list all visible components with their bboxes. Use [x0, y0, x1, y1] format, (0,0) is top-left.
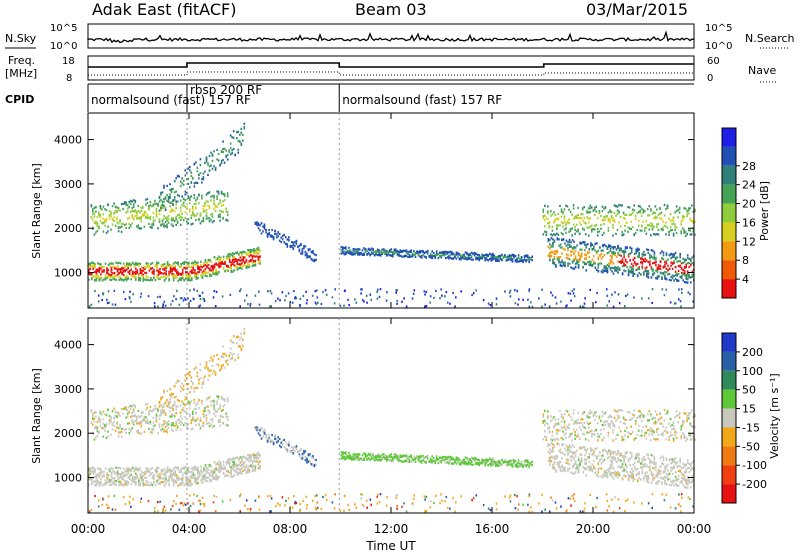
nsky-tick-top: 10^5 — [50, 23, 77, 34]
cpid-segment-label: rbsp 200 RF — [190, 83, 262, 97]
xaxis-tick-label: 08:00 — [273, 522, 308, 536]
freq-label-2: [MHz] — [5, 67, 37, 80]
colorbar-tick-label: 8 — [742, 254, 749, 267]
xaxis-tick-label: 20:00 — [576, 522, 611, 536]
colorbar-tick-label: 28 — [742, 160, 756, 173]
colorbar-swatch — [722, 128, 736, 147]
ytick-label: 1000 — [54, 472, 82, 485]
freq-strip: Freq. [MHz] 18 8 60 0 Nave — [5, 54, 778, 84]
nsky-label: N.Sky — [5, 32, 37, 45]
noise-series — [87, 30, 695, 44]
colorbar-swatch — [722, 351, 736, 371]
colorbar-tick-label: 24 — [742, 179, 756, 192]
colorbar-swatch — [722, 279, 736, 298]
cpid-segment-label: normalsound (fast) 157 RF — [342, 93, 502, 107]
colorbar-tick-label: -50 — [742, 440, 760, 453]
colorbar-tick-label: 200 — [742, 346, 763, 359]
velocity-colorbar-label: Velocity [m s⁻¹] — [768, 373, 781, 458]
nave-tick-top: 60 — [707, 56, 720, 67]
cpid-segment-label: normalsound (fast) 157 RF — [91, 93, 251, 107]
colorbar-swatch — [722, 427, 736, 447]
nave-series — [88, 71, 694, 76]
ytick-label: 3000 — [54, 383, 82, 396]
nsearch-label: N.Search — [745, 32, 795, 45]
colorbar-swatch — [722, 146, 736, 166]
freq-label-1: Freq. — [8, 54, 35, 67]
colorbar-swatch — [722, 260, 736, 280]
velocity-ylabel: Slant Range [km] — [30, 368, 43, 464]
colorbar-tick-label: 15 — [742, 403, 756, 416]
colorbar-tick-label: -200 — [742, 478, 767, 491]
colorbar-swatch — [722, 165, 736, 185]
colorbar-swatch — [722, 222, 736, 242]
nave-label: Nave — [748, 64, 776, 77]
velocity-yaxis: 1000 2000 3000 4000 — [54, 339, 694, 485]
freq-tick-bottom: 8 — [66, 73, 72, 84]
colorbar-tick-label: 20 — [742, 198, 756, 211]
ytick-label: 1000 — [54, 267, 82, 280]
colorbar-swatch — [722, 465, 736, 485]
colorbar-swatch — [722, 241, 736, 261]
power-heatmap — [88, 122, 696, 308]
power-ylabel: Slant Range [km] — [30, 163, 43, 259]
colorbar-tick-label: 50 — [742, 384, 756, 397]
xaxis-tick-label: 16:00 — [475, 522, 510, 536]
ytick-label: 3000 — [54, 178, 82, 191]
ytick-label: 2000 — [54, 427, 82, 440]
velocity-colorbar: 200 100 50 15 -15 -50 -100 -200 — [721, 332, 767, 504]
xaxis-tick-label: 00:00 — [71, 522, 106, 536]
date-label: 03/Mar/2015 — [586, 0, 688, 19]
ytick-label: 4000 — [54, 339, 82, 352]
xaxis-tick-label: 04:00 — [172, 522, 207, 536]
time-axis: 00:00 04:00 08:00 12:00 16:00 20:00 00:00 — [71, 113, 712, 536]
nsearch-tick-top: 10^5 — [705, 23, 732, 34]
colorbar-tick-label: -100 — [742, 459, 767, 472]
colorbar-tick-label: 100 — [742, 365, 763, 378]
nsky-tick-bottom: 10^0 — [50, 41, 77, 52]
xaxis-tick-label: 00:00 — [677, 522, 712, 536]
colorbar-tick-label: 16 — [742, 216, 756, 229]
beam-label: Beam 03 — [355, 0, 427, 19]
freq-tick-top: 18 — [62, 56, 75, 67]
xaxis-label: Time UT — [365, 539, 416, 553]
colorbar-tick-label: 4 — [742, 273, 749, 286]
colorbar-tick-label: 12 — [742, 235, 756, 248]
noise-strip: N.Sky 10^5 10^0 10^5 10^0 N.Search — [5, 23, 795, 52]
colorbar-swatch — [722, 370, 736, 390]
ytick-label: 4000 — [54, 134, 82, 147]
colorbar-swatch — [722, 446, 736, 466]
colorbar-swatch — [722, 408, 736, 428]
nave-tick-bottom: 0 — [707, 73, 713, 84]
colorbar-swatch — [722, 389, 736, 409]
nsearch-tick-bottom: 10^0 — [705, 41, 732, 52]
colorbar-swatch — [722, 203, 736, 223]
colorbar-tick-label: -15 — [742, 421, 760, 434]
power-colorbar: 4 8 12 16 20 24 28 — [721, 127, 756, 299]
colorbar-swatch — [722, 484, 736, 503]
title: Adak East (fitACF) — [92, 0, 236, 19]
colorbar-swatch — [722, 184, 736, 204]
xaxis-tick-label: 12:00 — [374, 522, 409, 536]
power-panel: 1000 2000 3000 4000 Slant Range [km] 4 8 12 16… — [30, 112, 771, 309]
colorbar-swatch — [722, 333, 736, 352]
velocity-heatmap — [88, 327, 696, 513]
freq-series — [88, 62, 694, 68]
power-colorbar-label: Power [dB] — [758, 181, 771, 241]
ytick-label: 2000 — [54, 222, 82, 235]
cpid-label: CPID — [5, 93, 34, 106]
power-yaxis: 1000 2000 3000 4000 — [54, 134, 694, 280]
velocity-panel: 1000 2000 3000 4000 Slant Range [km] 200 100… — [30, 317, 781, 514]
